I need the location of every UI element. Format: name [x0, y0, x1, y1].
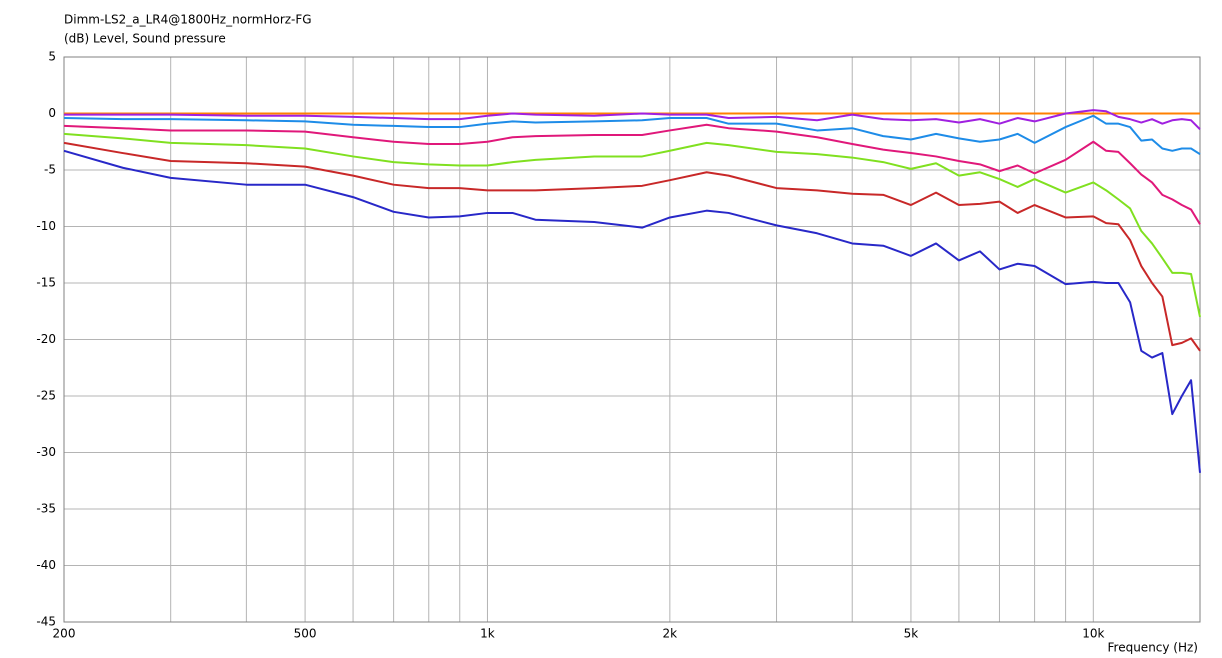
x-tick-label: 500 — [294, 627, 317, 641]
chart-title: Dimm-LS2_a_LR4@1800Hz_normHorz-FG — [64, 13, 312, 27]
x-axis-label: Frequency (Hz) — [1108, 641, 1199, 655]
series-line — [63, 123, 1201, 225]
y-tick-label: -15 — [36, 276, 56, 290]
y-tick-label: -45 — [36, 615, 56, 629]
y-tick-label: -10 — [36, 219, 56, 233]
y-tick-label: -20 — [36, 332, 56, 346]
series-line — [64, 109, 1201, 131]
y-tick-label: -5 — [44, 163, 56, 177]
y-tick-label: 5 — [48, 50, 56, 64]
plot-border — [63, 56, 1201, 623]
series-line — [63, 149, 1201, 473]
x-tick-label: 10k — [1082, 627, 1104, 641]
x-tick-label: 200 — [53, 627, 76, 641]
series-line — [63, 132, 1201, 318]
x-tick-label: 2k — [663, 627, 678, 641]
x-tick-label: 1k — [480, 627, 495, 641]
y-tick-label: -35 — [36, 502, 56, 516]
y-axis-label: (dB) Level, Sound pressure — [64, 32, 226, 46]
series-line — [63, 114, 1201, 156]
y-tick-label: -25 — [36, 389, 56, 403]
y-tick-label: -30 — [36, 445, 56, 459]
series-line — [63, 141, 1201, 352]
y-tick-label: -40 — [36, 558, 56, 572]
y-tick-label: 0 — [48, 106, 56, 120]
x-tick-label: 5k — [904, 627, 919, 641]
